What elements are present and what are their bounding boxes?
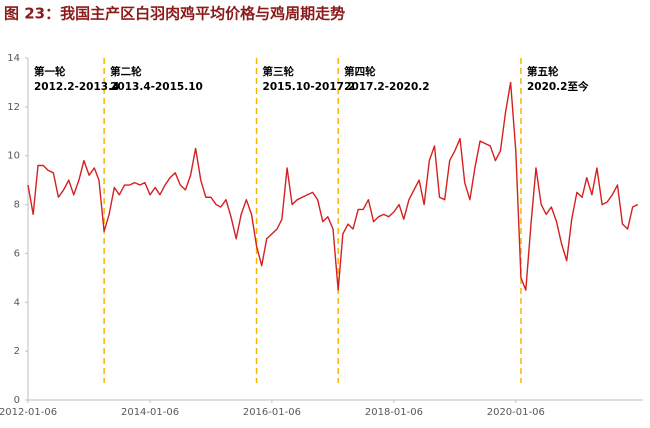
y-tick-label: 10 bbox=[7, 151, 20, 162]
y-tick-label: 8 bbox=[14, 200, 20, 211]
x-tick-label: 2012-01-06 bbox=[0, 407, 57, 418]
y-tick-label: 4 bbox=[14, 297, 20, 308]
y-tick-label: 2 bbox=[14, 346, 20, 357]
cycle-name: 第二轮 bbox=[110, 65, 142, 78]
cycle-period: 2015.10-2017.2 bbox=[263, 81, 356, 93]
cycle-name: 第五轮 bbox=[527, 65, 559, 78]
x-tick-label: 2016-01-06 bbox=[243, 407, 301, 418]
y-tick-label: 0 bbox=[14, 395, 20, 406]
price-line bbox=[27, 81, 639, 291]
y-tick-label: 6 bbox=[14, 248, 20, 259]
x-tick-label: 2020-01-06 bbox=[487, 407, 545, 418]
chart-title: 图 23：我国主产区白羽肉鸡平均价格与鸡周期走势 bbox=[4, 5, 345, 23]
cycle-period: 2012.2-2013.4 bbox=[34, 81, 119, 93]
cycle-name: 第一轮 bbox=[34, 65, 66, 78]
x-tick-label: 2018-01-06 bbox=[365, 407, 423, 418]
y-tick-label: 12 bbox=[7, 102, 20, 113]
cycle-period: 2013.4-2015.10 bbox=[110, 81, 203, 93]
cycle-name: 第四轮 bbox=[344, 65, 376, 78]
cycle-period: 2020.2至今 bbox=[527, 80, 589, 93]
x-tick-label: 2014-01-06 bbox=[121, 407, 179, 418]
y-tick-label: 14 bbox=[7, 53, 20, 64]
cycle-period: 2017.2-2020.2 bbox=[344, 81, 429, 93]
cycle-name: 第三轮 bbox=[263, 65, 295, 78]
